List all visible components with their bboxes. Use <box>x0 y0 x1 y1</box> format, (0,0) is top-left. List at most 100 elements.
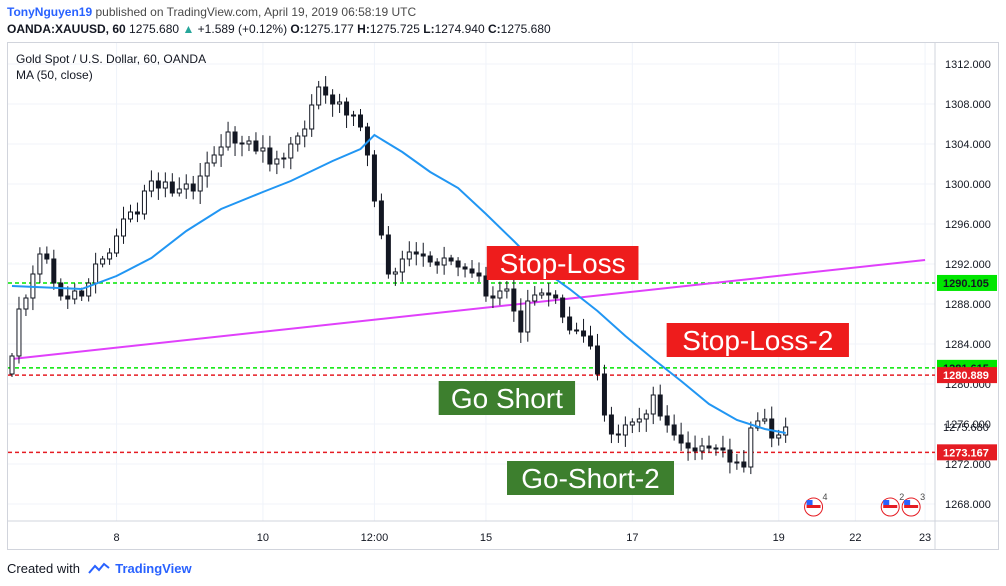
candle-body <box>769 418 775 439</box>
candle-body <box>44 253 50 260</box>
candle-body <box>546 292 552 296</box>
open-value: 1275.177 <box>303 22 354 36</box>
candle-body <box>455 260 461 268</box>
candle-body <box>86 282 92 297</box>
time-tick-label: 12:00 <box>361 532 389 544</box>
price-tick-label: 1272.000 <box>945 459 991 471</box>
annotation-text: Go Short <box>451 383 563 414</box>
legend-indicator[interactable]: MA (50, close) <box>16 68 93 82</box>
candle-body <box>155 180 161 189</box>
annotation-label[interactable]: Stop-Loss-2 <box>666 323 849 357</box>
change-text: +1.589 (+0.12%) <box>197 22 288 36</box>
candle-body <box>100 258 106 265</box>
price-tick-label: 1312.000 <box>945 59 991 71</box>
annotation-label[interactable]: Stop-Loss <box>486 246 639 280</box>
candle-body <box>734 461 740 464</box>
candle-body <box>274 158 280 165</box>
candle-body <box>169 181 175 194</box>
candle-body <box>643 413 649 420</box>
candle-body <box>253 140 259 152</box>
candle-body <box>504 288 510 292</box>
candle-body <box>657 394 663 417</box>
candle-body <box>323 86 329 96</box>
candle-body <box>281 157 287 160</box>
price-tag-label: 1280.889 <box>943 370 989 382</box>
candle-body <box>23 297 29 310</box>
event-badge: 3 <box>920 492 925 502</box>
price-tick-label: 1308.000 <box>945 99 991 111</box>
candle-body <box>511 288 517 312</box>
candle-body <box>16 308 22 357</box>
candle-body <box>337 101 343 105</box>
candle-body <box>127 211 133 220</box>
candle-body <box>671 424 677 436</box>
candle-body <box>37 253 43 275</box>
candle-body <box>399 258 405 273</box>
annotation-label[interactable]: Go Short <box>438 381 576 415</box>
footer: Created with TradingView <box>7 561 192 578</box>
candle-body <box>706 445 712 449</box>
candle-body <box>246 140 252 145</box>
price-chart[interactable]: Stop-Loss Stop-Loss-2 Go Short Go-Short-2 4 2… <box>8 43 999 550</box>
annotation-text: Go-Short-2 <box>521 463 660 494</box>
price-tick-label: 1300.000 <box>945 179 991 191</box>
last-price-text: 1275.680 <box>129 22 180 36</box>
candle-body <box>162 181 168 189</box>
chart-frame[interactable]: Stop-Loss Stop-Loss-2 Go Short Go-Short-2 4 2… <box>7 42 999 550</box>
candle-body <box>232 131 238 144</box>
annotation-label[interactable]: Go-Short-2 <box>507 461 675 495</box>
candle-body <box>532 294 538 302</box>
legend-title: Gold Spot / U.S. Dollar, 60, OANDA <box>16 52 207 66</box>
candle-body <box>211 154 217 164</box>
candle-body <box>121 218 127 237</box>
candle-body <box>678 434 684 444</box>
candle-body <box>183 183 189 190</box>
author-name[interactable]: TonyNguyen19 <box>7 5 93 19</box>
flag-canton <box>904 500 911 505</box>
symbol-header: OANDA:XAUUSD, 60 1275.680 ▲ +1.589 (+0.1… <box>7 21 551 37</box>
candle-body <box>316 86 322 106</box>
price-tick-label: 1288.000 <box>945 299 991 311</box>
candle-body <box>190 183 196 192</box>
candle-body <box>371 154 377 202</box>
flag-stripe <box>904 505 919 508</box>
candle-body <box>692 447 698 452</box>
time-tick-label: 22 <box>849 532 861 544</box>
candle-body <box>239 142 245 145</box>
chart-legend: Gold Spot / U.S. Dollar, 60, OANDA MA (5… <box>16 51 206 83</box>
annotation-text: Stop-Loss <box>500 248 626 279</box>
candle-body <box>51 258 57 284</box>
price-tag <box>937 274 997 291</box>
candle-body <box>594 345 600 375</box>
tradingview-logo-icon[interactable] <box>87 562 110 578</box>
candle-body <box>497 290 503 299</box>
tradingview-brand[interactable]: TradingView <box>115 561 192 576</box>
candle-body <box>483 275 489 297</box>
candle-body <box>685 442 691 449</box>
candle-body <box>93 263 99 284</box>
low-label: L: <box>423 22 435 36</box>
price-tick-label: 1296.000 <box>945 219 991 231</box>
price-tick-label: 1268.000 <box>945 499 991 511</box>
candle-body <box>114 235 120 254</box>
candle-body <box>608 414 614 435</box>
candle-body <box>427 255 433 263</box>
candle-body <box>330 94 336 105</box>
up-arrow-icon: ▲ <box>182 22 195 36</box>
trend-line <box>11 259 926 360</box>
price-tick-label: 1304.000 <box>945 139 991 151</box>
moving-average-line <box>11 133 786 434</box>
candle-body <box>553 294 559 299</box>
candle-body <box>567 316 573 331</box>
last-price-label: 1275.680 <box>943 422 989 434</box>
candle-body <box>309 104 315 130</box>
candle-body <box>664 415 670 426</box>
candle-body <box>741 461 747 468</box>
close-label: C: <box>487 22 501 36</box>
candle-body <box>476 272 482 277</box>
candle-body <box>79 290 85 297</box>
price-tick-label: 1284.000 <box>945 339 991 351</box>
candle-body <box>295 135 301 145</box>
candle-body <box>72 290 78 300</box>
candle-body <box>351 114 357 117</box>
